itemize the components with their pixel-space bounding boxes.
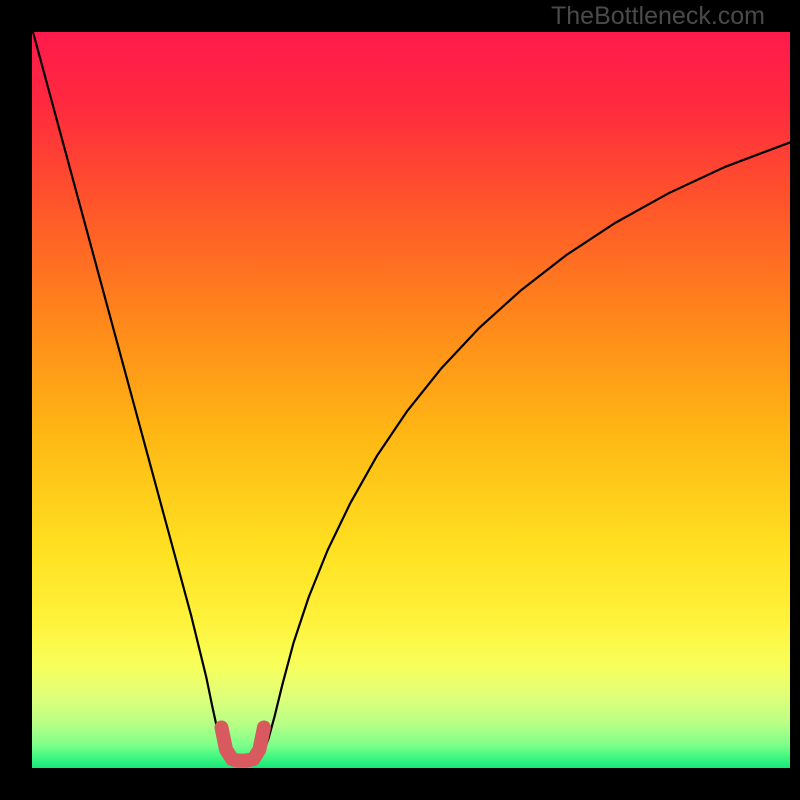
chart-svg: [32, 32, 790, 768]
chart-frame: [0, 0, 800, 800]
gradient-background: [32, 32, 790, 768]
watermark-text: TheBottleneck.com: [551, 2, 765, 31]
plot-area: [32, 32, 790, 768]
